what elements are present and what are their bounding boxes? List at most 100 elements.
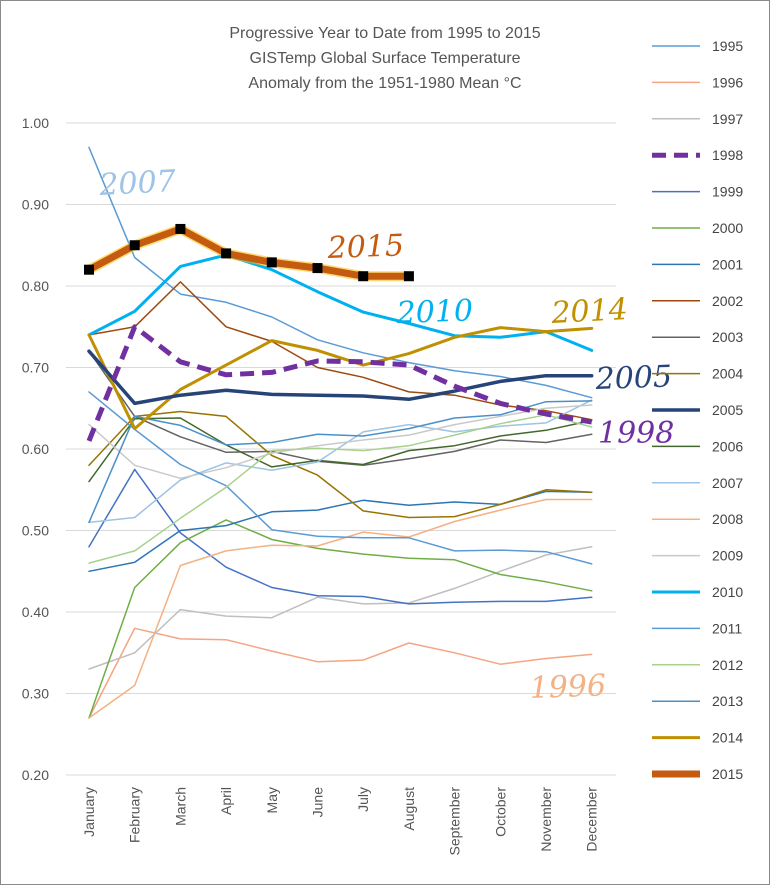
series-line-2012 [88,414,593,564]
legend-item-1997[interactable]: 1997 [652,111,743,127]
series-lines [84,146,594,719]
legend-item-2014[interactable]: 2014 [652,730,743,746]
legend-label-2004: 2004 [712,366,743,382]
x-axis-ticks: January February March April May June July Augu… [81,787,600,856]
legend-item-2015[interactable]: 2015 [652,766,743,782]
legend-item-2008[interactable]: 2008 [652,511,743,527]
annotation-2007: 2007 [98,164,178,203]
series-line-2015 [85,225,413,280]
title-line-1: Progressive Year to Date from 1995 to 20… [229,25,540,42]
legend-label-2014: 2014 [712,730,743,746]
legend-label-2011: 2011 [712,620,742,636]
legend-label-2001: 2001 [712,256,743,272]
legend-label-1996: 1996 [712,74,743,90]
x-tick-label: August [401,787,417,831]
x-tick-label: September [447,787,463,856]
legend[interactable]: 1995 1996 1997 1998 1999 2000 2001 2002 2003 2004… [652,38,743,782]
legend-label-2012: 2012 [712,657,743,673]
legend-item-2006[interactable]: 2006 [652,438,743,454]
series-marker-2015 [312,263,323,274]
legend-item-1999[interactable]: 1999 [652,184,743,200]
gridlines [66,122,616,776]
x-tick-label: June [310,787,326,818]
series-line-2000 [88,519,593,719]
series-marker-2015 [403,271,414,282]
title-line-2: GISTemp Global Surface Temperature [250,50,521,67]
legend-label-1995: 1995 [712,38,743,54]
series-line-1998 [86,324,593,442]
legend-item-2002[interactable]: 2002 [652,293,743,309]
y-tick-label: 0.50 [22,523,49,539]
annotation-1998: 1998 [598,416,674,451]
legend-item-2000[interactable]: 2000 [652,220,743,236]
x-tick-label: December [584,787,600,852]
x-tick-label: October [492,787,508,837]
legend-item-2007[interactable]: 2007 [652,475,743,491]
legend-label-2007: 2007 [712,475,743,491]
y-tick-label: 0.40 [22,604,49,620]
legend-item-2004[interactable]: 2004 [652,366,743,382]
legend-label-2002: 2002 [712,293,743,309]
chart-title: Progressive Year to Date from 1995 to 20… [229,25,540,92]
x-tick-label: July [355,787,371,812]
series-marker-2015 [266,257,277,268]
legend-label-1999: 1999 [712,184,743,200]
series-marker-2015 [175,223,186,234]
y-tick-label: 0.70 [22,360,49,376]
legend-item-2013[interactable]: 2013 [652,693,743,709]
x-tick-label: November [538,787,554,852]
legend-item-2012[interactable]: 2012 [652,657,743,673]
y-tick-label: 1.00 [22,115,49,131]
x-tick-label: February [127,787,143,843]
legend-label-2010: 2010 [712,584,743,600]
y-tick-label: 0.60 [22,441,49,457]
series-line-2004 [88,410,593,519]
y-tick-label: 0.20 [22,767,49,783]
legend-item-1998[interactable]: 1998 [652,147,743,163]
x-tick-label: March [172,787,188,826]
annotation-2005: 2005 [594,359,673,397]
series-marker-2015 [221,248,232,259]
legend-label-2003: 2003 [712,329,743,345]
x-tick-label: April [218,787,234,815]
legend-label-1998: 1998 [712,147,743,163]
series-marker-2015 [129,240,140,251]
series-marker-2015 [358,271,369,282]
legend-item-2003[interactable]: 2003 [652,329,743,345]
series-line-2010 [87,253,594,352]
series-line-2003 [88,350,593,467]
y-tick-label: 0.90 [22,197,49,213]
handwritten-annotations: 2007 2015 2010 2014 2005 1998 1996 [98,164,675,706]
series-markers [84,223,414,282]
legend-label-1997: 1997 [712,111,743,127]
y-tick-label: 0.30 [22,686,49,702]
legend-item-2001[interactable]: 2001 [652,256,743,272]
annotation-2014: 2014 [550,292,629,331]
title-line-3: Anomaly from the 1951-1980 Mean °C [248,75,521,92]
legend-label-2009: 2009 [712,548,743,564]
x-tick-label: May [264,787,280,813]
legend-label-2013: 2013 [712,693,743,709]
legend-label-2008: 2008 [712,511,743,527]
legend-item-2011[interactable]: 2011 [652,620,742,636]
legend-label-2005: 2005 [712,402,743,418]
series-line-1996 [88,627,593,719]
series-line-1999 [88,468,593,605]
legend-label-2000: 2000 [712,220,743,236]
legend-item-2010[interactable]: 2010 [652,584,743,600]
legend-item-2005[interactable]: 2005 [652,402,743,418]
series-line-1997 [88,546,593,670]
series-line-1995 [88,146,593,399]
x-tick-label: January [81,787,97,837]
series-line-2013 [88,400,593,524]
series-line-2005 [87,349,594,406]
legend-item-1995[interactable]: 1995 [652,38,743,54]
legend-item-2009[interactable]: 2009 [652,548,743,564]
series-line-2011 [88,391,593,565]
legend-label-2015: 2015 [712,766,743,782]
series-line-2007 [88,399,593,524]
y-tick-label: 0.80 [22,278,49,294]
legend-item-1996[interactable]: 1996 [652,74,743,90]
